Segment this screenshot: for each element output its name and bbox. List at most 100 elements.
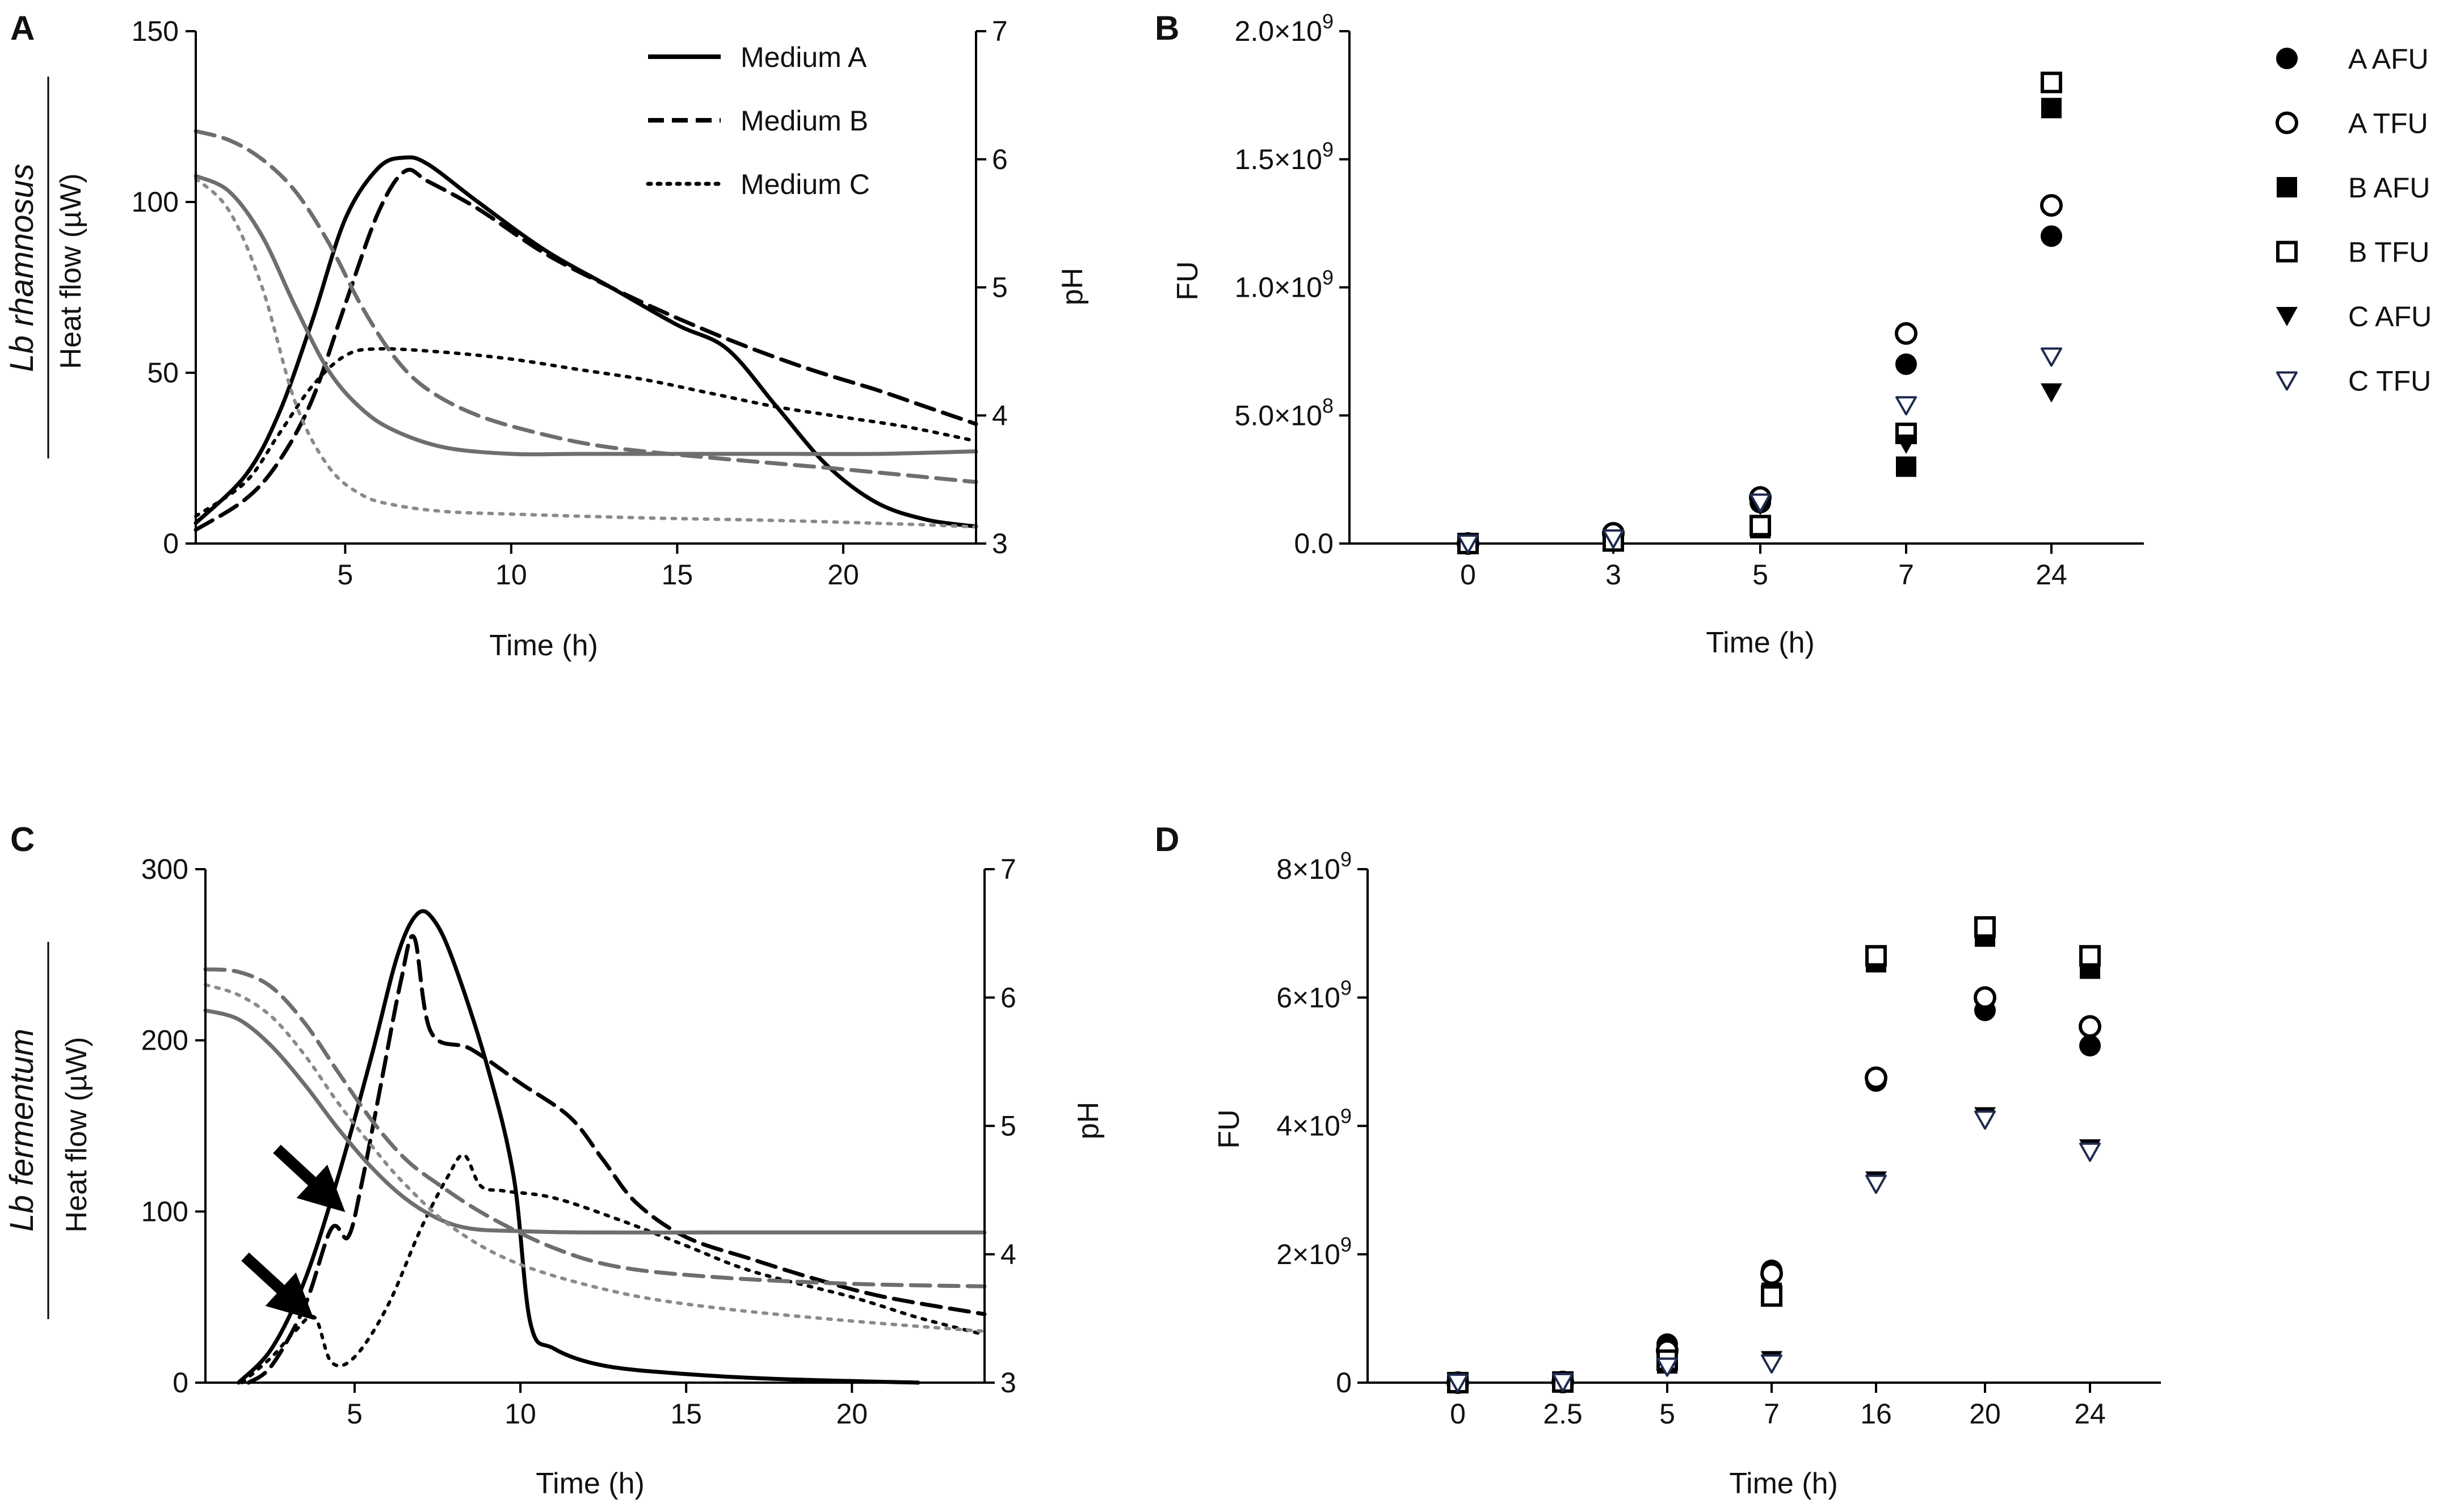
y-tick-label-a-3: 150	[132, 15, 179, 47]
series-line-c-5	[204, 983, 986, 1333]
legend-label-c-tfu: C TFU	[2348, 365, 2431, 397]
y-tick-label-d-4: 8×109	[1276, 848, 1352, 885]
marker-b-b-tfu-2	[1750, 515, 1771, 537]
marker-b-b-afu-4	[2041, 98, 2062, 119]
marker-b-b-tfu-4	[2041, 71, 2062, 94]
x-axis-title-d: Time (h)	[1729, 1467, 1838, 1500]
y-tick-label-a-0: 0	[163, 528, 179, 559]
y-tick-label-c-0: 0	[173, 1367, 188, 1399]
panel-letter-a: A	[10, 9, 35, 47]
marker-b-c-tfu-4	[2041, 347, 2062, 367]
y2-tick-label-c-2: 5	[1000, 1110, 1016, 1142]
legend-a-medium-a: Medium A	[741, 41, 867, 73]
panel-c-series	[203, 909, 987, 1385]
marker-d-a-tfu-5	[1974, 986, 1996, 1009]
x-tick-label-d-6: 24	[2074, 1398, 2106, 1430]
y2-axis-title-c: pH	[1072, 1102, 1105, 1139]
marker-d-c-tfu-6	[2079, 1142, 2101, 1162]
annotation-arrow-upper	[273, 1144, 346, 1212]
marker-b-b-afu-3	[1896, 456, 1916, 477]
y-tick-label-b-4: 2.0×109	[1235, 10, 1334, 47]
panel-a-series	[194, 129, 978, 532]
x-tick-label-a-0: 5	[337, 559, 353, 591]
y-tick-label-b-0: 0.0	[1294, 528, 1334, 559]
x-tick-label-d-0: 0	[1450, 1398, 1466, 1430]
legend-marker-a-afu	[2276, 48, 2298, 69]
panel-b-points	[1457, 71, 2063, 555]
marker-d-b-tfu-3	[1761, 1285, 1782, 1307]
x-tick-label-c-1: 10	[504, 1398, 536, 1430]
legend-marker-c-afu	[2276, 307, 2298, 326]
marker-d-c-tfu-0	[1447, 1374, 1469, 1393]
panel-d-points	[1446, 916, 2101, 1394]
y2-tick-label-a-1: 4	[992, 399, 1008, 431]
panel-b-chart: 0.0 5.0×108 1.0×109 1.5×109 2.0×109 0 3 5 7 24 FU…	[1171, 10, 2432, 659]
panel-d-tick-labels: 0 2×109 4×109 6×109 8×109 0 2.5 5 7 16 20 24	[1276, 848, 2105, 1430]
panel-letter-d: D	[1155, 820, 1179, 858]
x-tick-label-d-1: 2.5	[1543, 1398, 1583, 1430]
marker-d-c-tfu-3	[1761, 1354, 1782, 1374]
panel-a-axes	[186, 30, 986, 554]
y-tick-label-b-3: 1.5×109	[1235, 138, 1334, 175]
legend-marker-b-tfu	[2276, 241, 2298, 263]
marker-d-b-tfu-5	[1974, 916, 1996, 938]
legend-label-a-tfu: A TFU	[2348, 108, 2428, 140]
marker-d-b-tfu-6	[2079, 945, 2101, 967]
panel-a-tick-labels: 0 50 100 150 3 4 5 6 7 5 10 15 20	[132, 15, 1008, 591]
x-tick-label-b-2: 5	[1752, 559, 1768, 591]
series-line-a-5	[194, 176, 978, 529]
marker-d-c-tfu-2	[1656, 1357, 1678, 1377]
panel-letter-c: C	[10, 820, 35, 858]
y2-axis-title-a: pH	[1056, 268, 1089, 305]
marker-b-c-tfu-1	[1603, 529, 1624, 549]
x-tick-label-c-3: 20	[836, 1398, 868, 1430]
panel-b-tick-labels: 0.0 5.0×108 1.0×109 1.5×109 2.0×109 0 3 5 7 24	[1235, 10, 2067, 591]
marker-b-a-afu-4	[2041, 225, 2062, 247]
x-axis-title-c: Time (h)	[536, 1467, 645, 1500]
legend-marker-a-tfu	[2276, 111, 2298, 134]
legend-a-medium-b: Medium B	[741, 105, 868, 137]
legend-b: A AFU A TFU B AFU B TFU C AFU C TFU	[2276, 43, 2432, 397]
x-tick-label-d-5: 20	[1969, 1398, 2001, 1430]
panel-a-chart: 0 50 100 150 3 4 5 6 7 5 10 15 20 Lb rhamnosus Heat …	[3, 15, 1089, 662]
panel-b-axes	[1339, 30, 2144, 554]
y2-tick-label-a-3: 6	[992, 144, 1008, 175]
y-tick-label-d-1: 2×109	[1276, 1233, 1352, 1270]
legend-marker-b-afu	[2277, 177, 2297, 197]
panel-letter-b: B	[1155, 9, 1179, 47]
x-tick-label-b-0: 0	[1460, 559, 1476, 591]
series-line-a-4	[194, 129, 978, 485]
series-line-c-0	[236, 909, 920, 1385]
y-axis-title-c: Heat flow (µW)	[60, 1037, 93, 1233]
series-line-c-3	[203, 1008, 987, 1235]
y-tick-label-b-1: 5.0×108	[1235, 394, 1334, 431]
marker-d-a-afu-6	[2079, 1035, 2101, 1057]
y2-tick-label-c-0: 3	[1000, 1367, 1016, 1399]
x-tick-label-a-1: 10	[495, 559, 527, 591]
y2-tick-label-c-4: 7	[1000, 853, 1016, 885]
panel-c-axes	[195, 868, 995, 1393]
series-line-a-2	[194, 347, 978, 518]
y-tick-label-a-2: 100	[132, 186, 179, 218]
series-line-c-1	[246, 934, 987, 1385]
y-tick-label-c-3: 300	[141, 853, 188, 885]
legend-label-b-tfu: B TFU	[2348, 237, 2430, 268]
y2-tick-label-c-3: 6	[1000, 982, 1016, 1013]
marker-d-c-tfu-5	[1974, 1110, 1996, 1130]
marker-b-c-tfu-0	[1457, 534, 1479, 554]
x-tick-label-b-4: 24	[2036, 559, 2067, 591]
marker-b-a-afu-3	[1895, 353, 1917, 375]
legend-label-b-afu: B AFU	[2348, 172, 2430, 204]
x-tick-label-d-3: 7	[1764, 1398, 1780, 1430]
marker-d-b-tfu-4	[1865, 945, 1887, 967]
marker-b-a-tfu-3	[1895, 322, 1917, 345]
species-label-a: Lb rhamnosus	[3, 163, 40, 372]
legend-label-a-afu: A AFU	[2348, 43, 2429, 75]
y2-tick-label-a-2: 5	[992, 272, 1008, 304]
marker-b-c-afu-4	[2041, 383, 2062, 403]
x-tick-label-c-2: 15	[670, 1398, 702, 1430]
y-tick-label-d-3: 6×109	[1276, 976, 1352, 1013]
marker-d-a-tfu-6	[2079, 1015, 2101, 1038]
y-axis-title-d: FU	[1213, 1109, 1246, 1148]
